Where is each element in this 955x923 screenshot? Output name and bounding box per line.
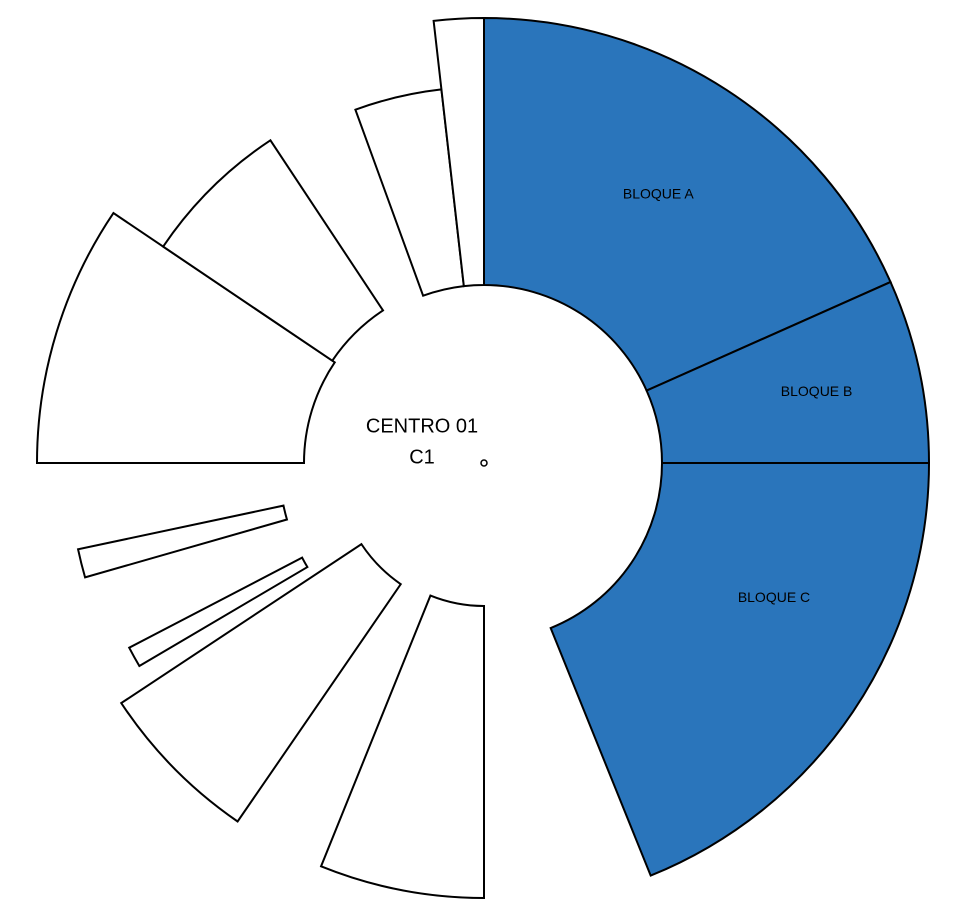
sector-3[interactable] [549, 462, 931, 877]
sector-8[interactable] [35, 211, 337, 464]
sector-11[interactable] [432, 16, 485, 288]
sectors-layer [35, 16, 931, 900]
sector-label-1: BLOQUE A [623, 185, 694, 201]
sector-9[interactable] [161, 138, 385, 363]
sector-label-3: BLOQUE C [738, 589, 810, 605]
center-title: CENTRO 01 [366, 415, 478, 437]
labels-layer: BLOQUE A BLOQUE B BLOQUE C [623, 185, 853, 605]
sector-4[interactable] [319, 594, 485, 900]
sector-6[interactable] [127, 556, 309, 668]
sector-1[interactable] [483, 16, 892, 392]
center-subtitle: C1 [409, 446, 435, 468]
center-marker [480, 459, 488, 467]
sector-5[interactable] [119, 542, 403, 823]
sector-label-2: BLOQUE B [781, 383, 853, 399]
sector-7[interactable] [76, 504, 289, 579]
